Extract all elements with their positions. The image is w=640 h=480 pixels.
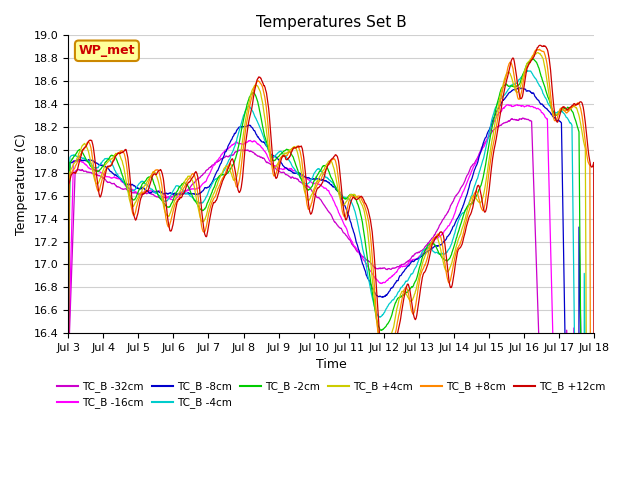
Legend: TC_B -32cm, TC_B -16cm, TC_B -8cm, TC_B -4cm, TC_B -2cm, TC_B +4cm, TC_B +8cm, T: TC_B -32cm, TC_B -16cm, TC_B -8cm, TC_B … xyxy=(52,377,610,412)
X-axis label: Time: Time xyxy=(316,359,347,372)
Text: WP_met: WP_met xyxy=(79,44,135,57)
Title: Temperatures Set B: Temperatures Set B xyxy=(256,15,406,30)
Y-axis label: Temperature (C): Temperature (C) xyxy=(15,133,28,235)
